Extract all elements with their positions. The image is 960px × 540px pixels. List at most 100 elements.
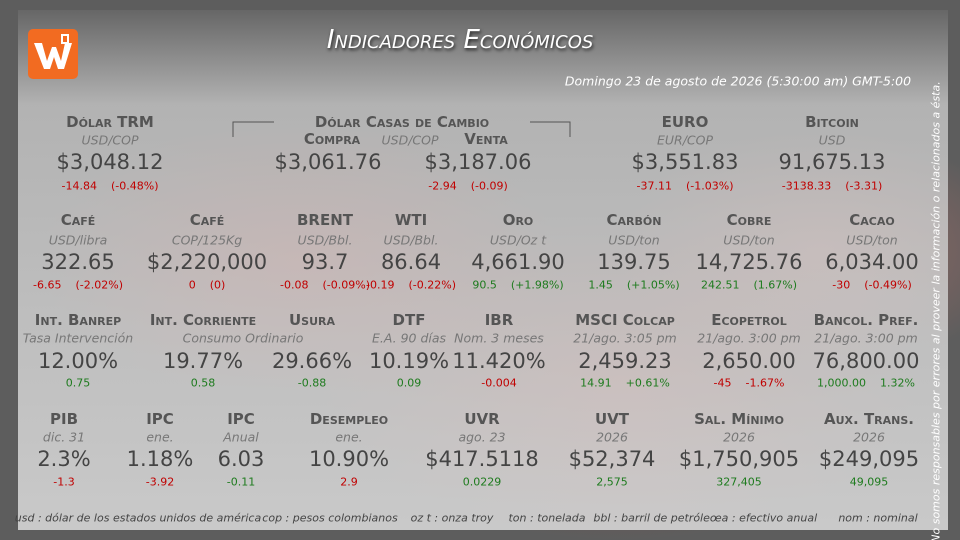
indicator-name: Aux. Trans.	[824, 410, 914, 428]
change: -0.88	[297, 376, 327, 390]
indicator-unit: Anual	[223, 429, 259, 445]
change-percent: (0)	[209, 278, 226, 292]
footnote: oz t : onza troy	[410, 511, 494, 525]
change: 2.9	[340, 475, 358, 489]
indicator-name: MSCI Colcap	[575, 311, 675, 329]
change-percent: (-0.22%)	[408, 278, 456, 292]
indicator-value: 19.77%	[162, 349, 244, 373]
indicator-unit: COP/125Kg	[171, 232, 243, 248]
indicator-name: Carbón	[606, 211, 662, 229]
indicator-value: 139.75	[597, 250, 671, 274]
indicator-name: WTI	[394, 211, 428, 229]
indicator-value: 29.66%	[271, 349, 353, 373]
indicator-unit: Nom. 3 meses	[454, 330, 544, 346]
change-row: 0 (0)	[189, 279, 226, 292]
indicator-unit: dic. 31	[42, 429, 86, 445]
indicator-value: $52,374	[568, 447, 656, 471]
buy-value: $3,061.76	[274, 150, 382, 174]
change-row: -37.11 (-1.03%)	[637, 180, 734, 193]
indicator-unit: USD/ton	[846, 232, 898, 248]
change: 1.45	[588, 278, 613, 292]
indicator-unit: USD/Oz t	[489, 232, 547, 248]
change-row: -3138.33 (-3.31)	[782, 180, 883, 193]
indicator-name: Int. Corriente	[149, 311, 257, 329]
change: 327,405	[716, 475, 762, 489]
footnote: bbl : barril de petróleo	[593, 511, 717, 525]
change-row: -30 (-0.49%)	[832, 279, 911, 292]
indicator-unit: USD/libra	[48, 232, 108, 248]
change: -0.11	[226, 475, 256, 489]
change: 0	[188, 278, 196, 292]
change: 0.0229	[462, 475, 502, 489]
indicator-name: UVT	[594, 410, 630, 428]
date: Domingo 23 de agosto de 2026 (5:30:00 am…	[564, 73, 912, 89]
indicator-value: 86.64	[380, 250, 442, 274]
change-row: 90.5 (+1.98%)	[472, 279, 563, 292]
indicator-name: Bitcoin	[805, 113, 859, 131]
change: 14.91	[580, 376, 612, 390]
indicator-value: 4,661.90	[471, 250, 565, 274]
indicator-unit: Consumo Ordinario	[182, 330, 304, 346]
change-percent: -1.67%	[745, 376, 785, 390]
change: 0.09	[396, 376, 422, 390]
indicator-value: $1,750,905	[678, 447, 800, 471]
indicator-name: Sal. Mínimo	[694, 410, 784, 428]
change-row: 2.9	[340, 476, 358, 489]
change: -3138.33	[781, 179, 832, 193]
change-row: 242.51 (1.67%)	[701, 279, 797, 292]
indicator-value: 10.90%	[308, 447, 390, 471]
indicator-name: Int. Banrep	[34, 311, 122, 329]
change-row: -2.94 (-0.09)	[428, 180, 508, 193]
indicator-name: Dólar TRM	[66, 113, 154, 131]
change-row: -1.3	[53, 476, 74, 489]
buy-label: Compra	[303, 130, 361, 148]
indicator-value: 322.65	[41, 250, 115, 274]
change: -0.004	[481, 376, 517, 390]
change-row: -3.92	[146, 476, 174, 489]
indicator-value: 2,459.23	[578, 349, 672, 373]
change-row: 14.91 +0.61%	[580, 377, 670, 390]
indicator-name: Cobre	[726, 211, 772, 229]
indicator-unit: 21/ago. 3:05 pm	[573, 330, 677, 346]
indicator-value: 91,675.13	[778, 150, 886, 174]
change: -6.65	[33, 278, 62, 292]
change: 90.5	[472, 278, 497, 292]
indicator-name: UVR	[464, 410, 500, 428]
indicator-unit: USD/ton	[608, 232, 660, 248]
indicator-name: Usura	[288, 311, 336, 329]
sell-value: $3,187.06	[424, 150, 532, 174]
indicator-name: Café	[189, 211, 225, 229]
indicator-value: 6,034.00	[825, 250, 919, 274]
panel	[18, 10, 948, 530]
indicator-unit: USD/ton	[723, 232, 775, 248]
change-row: 0.75	[66, 377, 91, 390]
change: -0.08	[280, 278, 309, 292]
change-row: 0.0229	[463, 476, 502, 489]
indicator-value: 11.420%	[452, 349, 546, 373]
change-row: -0.19 (-0.22%)	[366, 279, 456, 292]
change: 2,575	[596, 475, 628, 489]
indicator-value: 10.19%	[368, 349, 450, 373]
indicator-unit: 21/ago. 3:00 pm	[697, 330, 801, 346]
indicator-unit: USD/Bbl.	[383, 232, 439, 248]
change-row: 1,000.00 1.32%	[817, 377, 915, 390]
change: 242.51	[700, 278, 740, 292]
indicator-value: 2,650.00	[702, 349, 796, 373]
indicator-name: Bancol. Pref.	[813, 311, 919, 329]
indicator-name: Ecopetrol	[711, 311, 787, 329]
change-row: 0.58	[191, 377, 216, 390]
change-percent: (-0.48%)	[110, 179, 159, 193]
indicator-name: IPC	[146, 410, 174, 428]
indicator-name: Desempleo	[309, 410, 389, 428]
indicator-value: $3,048.12	[56, 150, 164, 174]
change-row: 1.45 (+1.05%)	[588, 279, 679, 292]
indicator-unit: 2026	[596, 429, 628, 445]
indicator-name: EURO	[661, 113, 709, 131]
change-percent: (-0.49%)	[864, 278, 912, 292]
indicator-value: $249,095	[818, 447, 920, 471]
change-row: 49,095	[850, 476, 889, 489]
indicator-name: IBR	[484, 311, 514, 329]
change: -45	[713, 376, 732, 390]
change: -37.11	[636, 179, 672, 193]
